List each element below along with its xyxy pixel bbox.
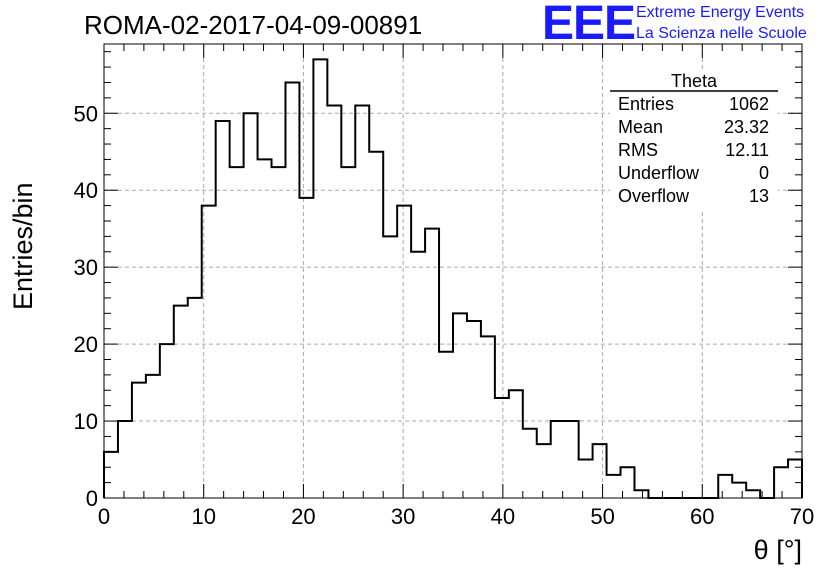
histogram-bin [453,313,467,498]
histogram-bin [230,167,244,498]
x-tick-label: 10 [191,504,215,529]
histogram-bin [174,306,188,498]
histogram-bin [634,490,648,498]
histogram-bin [383,236,397,498]
stats-row-value: 13 [749,186,769,206]
x-axis-label: θ [°] [753,535,802,565]
x-tick-label: 50 [590,504,614,529]
stats-row-label: Entries [618,94,674,114]
histogram-bin [369,152,383,498]
histogram-bin [188,298,202,498]
stats-row-value: 0 [759,163,769,183]
histogram-bin [146,375,160,498]
histogram-bin [551,421,565,498]
histogram-bin [439,352,453,498]
histogram-bin [216,121,230,498]
histogram-bin [118,421,132,498]
histogram-bin [299,198,313,498]
histogram-bin [160,344,174,498]
histogram-bin [495,398,509,498]
histogram-bin [565,421,579,498]
histogram-bin [327,106,341,498]
histogram-bin [718,475,732,498]
stats-box-background [610,70,778,212]
stats-box-title: Theta [671,71,718,91]
histogram-bin [732,483,746,498]
plot-title: ROMA-02-2017-04-09-00891 [84,10,423,40]
stats-row-label: RMS [618,140,658,160]
histogram-bin [397,206,411,498]
x-tick-label: 40 [491,504,515,529]
x-tick-label: 70 [790,504,814,529]
histogram-bin [244,113,258,498]
stats-box: Theta Entries 1062 Mean 23.32 RMS 12.11 Underfl… [610,70,778,212]
eee-logo: EEE [542,0,636,50]
axes-layer: 0 10 20 30 40 50 60 70 0 10 20 30 40 50 [74,43,814,529]
histogram-bin [355,106,369,498]
histogram-bin [607,475,621,498]
histogram-bin [285,82,299,498]
y-tick-label: 0 [86,486,98,511]
y-tick-label: 50 [74,101,98,126]
histogram-bin [537,444,551,498]
histogram-bin [313,59,327,498]
histogram-bin [467,321,481,498]
y-tick-label: 20 [74,332,98,357]
histogram-bin [593,444,607,498]
stats-row-value: 1062 [729,94,769,114]
histogram-bin [272,167,286,498]
histogram-bin [258,159,272,498]
y-tick-label: 40 [74,178,98,203]
logo-line-2: La Scienza nelle Scuole [636,25,807,42]
histogram-bin [341,167,355,498]
stats-row-value: 12.11 [725,140,769,160]
logo-line-1: Extreme Energy Events [636,4,805,21]
histogram-bin [481,336,495,498]
histogram-bin [411,252,425,498]
x-tick-label: 60 [690,504,714,529]
histogram-bin [746,490,760,498]
stats-row-label: Overflow [618,186,690,206]
y-tick-label: 30 [74,255,98,280]
histogram-bin [774,467,788,498]
x-tick-label: 30 [391,504,415,529]
x-tick-label: 0 [98,504,110,529]
plot-frame [103,43,803,499]
histogram-bin [104,452,118,498]
histogram-bin [523,429,537,498]
histogram-bin [788,460,802,498]
histogram-bin [425,229,439,498]
histogram-bin [509,390,523,498]
stats-row-label: Underflow [618,163,700,183]
histogram-bin [579,460,593,498]
y-tick-label: 10 [74,409,98,434]
stats-row-label: Mean [618,117,663,137]
histogram-bin [132,383,146,498]
histogram-bin [202,206,216,498]
stats-row-value: 23.32 [724,117,769,137]
x-tick-label: 20 [291,504,315,529]
